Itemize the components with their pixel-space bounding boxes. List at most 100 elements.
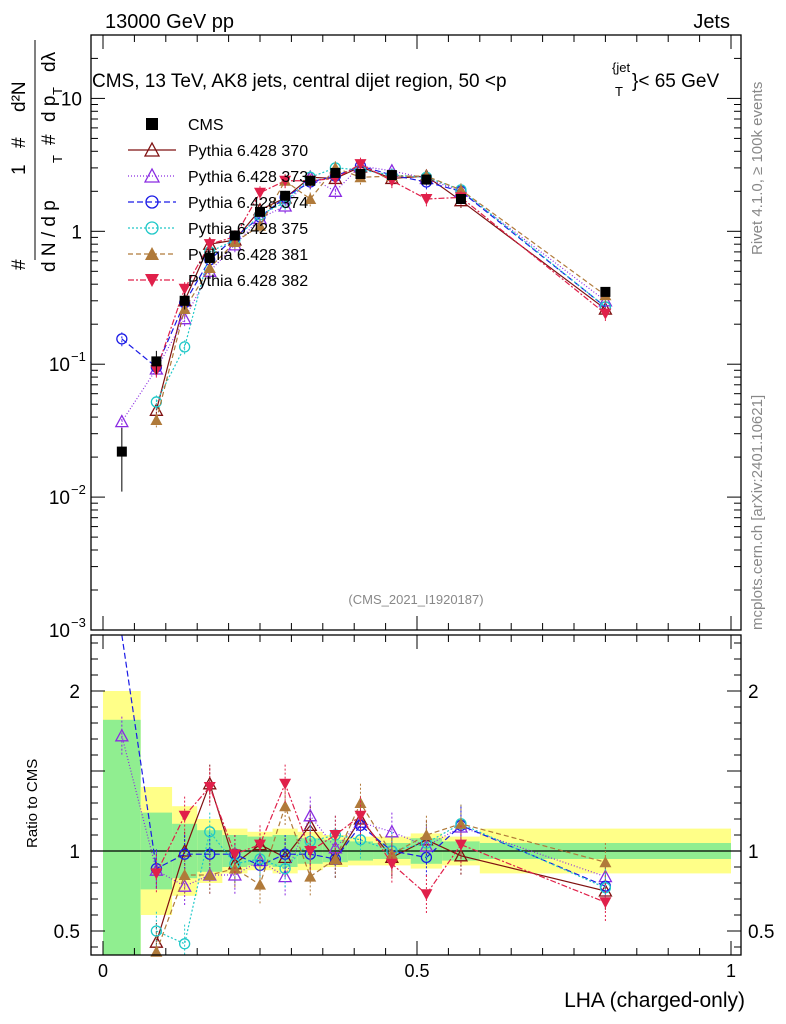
ratio-point bbox=[420, 829, 433, 840]
ratio-point bbox=[329, 853, 342, 864]
ratio-point bbox=[178, 810, 191, 822]
series-point bbox=[278, 198, 293, 212]
legend-label: Pythia 6.428 382 bbox=[188, 273, 308, 290]
main-frame bbox=[90, 34, 742, 631]
legend-marker bbox=[143, 167, 161, 183]
data-point bbox=[305, 175, 316, 186]
legend-label: Pythia 6.428 381 bbox=[188, 247, 308, 264]
ratio-point bbox=[150, 868, 163, 880]
y-tick-label: 10 bbox=[49, 621, 70, 642]
plot-title: CMS, 13 TeV, AK8 jets, central dijet reg… bbox=[92, 60, 719, 99]
rivet-label: Rivet 4.1.0, ≥ 100k events bbox=[749, 82, 766, 255]
y-label-frac1-den: d N / d p bbox=[39, 200, 60, 272]
legend-marker bbox=[145, 274, 159, 287]
data-point bbox=[255, 206, 265, 217]
y-tick-exp: −3 bbox=[71, 615, 86, 630]
y-label-hash-2: # bbox=[9, 137, 30, 148]
ratio-point bbox=[454, 817, 467, 829]
category-label: Jets bbox=[693, 11, 730, 33]
series-point bbox=[203, 239, 216, 251]
data-point bbox=[330, 167, 341, 178]
ratio-line bbox=[156, 823, 606, 945]
series-5 bbox=[150, 157, 612, 922]
data-point bbox=[116, 446, 127, 457]
legend-marker bbox=[146, 118, 158, 130]
ratio-line bbox=[121, 634, 606, 887]
series-point bbox=[328, 183, 343, 197]
mcplots-label: mcplots.cern.ch [arXiv:2401.10621] bbox=[749, 395, 766, 630]
data-series bbox=[116, 167, 611, 492]
legend-entry: Pythia 6.428 375 bbox=[128, 221, 308, 238]
data-point bbox=[355, 168, 366, 179]
y-tick-exp: −2 bbox=[71, 482, 86, 497]
ratio-point bbox=[178, 938, 191, 950]
ratio-point bbox=[279, 800, 292, 812]
ratio-point bbox=[279, 862, 291, 875]
data-point bbox=[229, 230, 240, 241]
band-inner bbox=[103, 719, 141, 955]
y-axis-label: # 1 d N / d p T # d²N # d p T dλ bbox=[9, 40, 65, 272]
ratio-point bbox=[385, 858, 398, 870]
series-point bbox=[116, 333, 128, 345]
ratio-tick-label-right: 0.5 bbox=[748, 922, 774, 943]
ratio-point bbox=[599, 897, 612, 909]
series-point bbox=[203, 261, 216, 273]
ratio-point bbox=[178, 848, 191, 860]
ratio-tick-label-right: 1 bbox=[748, 842, 759, 863]
ratio-point bbox=[228, 849, 241, 861]
ratio-point bbox=[420, 889, 433, 901]
ratio-point bbox=[178, 869, 191, 880]
y-label-frac2-den-sub: T bbox=[50, 87, 65, 95]
ratio-tick-label-left: 2 bbox=[69, 682, 80, 703]
ratio-line bbox=[121, 735, 606, 887]
y-tick-label: 1 bbox=[71, 222, 82, 243]
ratio-point bbox=[454, 839, 467, 851]
series-point bbox=[254, 219, 266, 231]
legend-entry: CMS bbox=[146, 117, 224, 134]
ratio-point bbox=[354, 810, 367, 822]
ratio-tick-label-right: 2 bbox=[748, 682, 759, 703]
y-tick-label: 10 bbox=[61, 89, 82, 110]
ratio-point bbox=[114, 728, 129, 742]
x-tick-label: 0 bbox=[98, 961, 108, 981]
data-point bbox=[204, 252, 215, 263]
axes-frames bbox=[90, 34, 742, 956]
y-tick-exp: −1 bbox=[71, 349, 86, 364]
series-1 bbox=[114, 158, 613, 906]
ratio-tick-label-left: 0.5 bbox=[54, 922, 80, 943]
legend-marker bbox=[145, 247, 159, 260]
x-axis-label: LHA (charged-only) bbox=[564, 989, 745, 1012]
ratio-point bbox=[304, 846, 317, 857]
data-point bbox=[600, 286, 611, 297]
series-point bbox=[420, 194, 433, 206]
ratio-point bbox=[203, 782, 216, 793]
y-label-frac2-num: d²N bbox=[9, 81, 30, 112]
ratio-point bbox=[150, 945, 163, 957]
legend-entry: Pythia 6.428 381 bbox=[128, 247, 308, 264]
x-tick-label: 1 bbox=[726, 961, 736, 981]
series-point bbox=[178, 341, 191, 353]
title-tail: }< 65 GeV bbox=[632, 71, 719, 92]
series-point bbox=[150, 414, 163, 426]
legend-entry: Pythia 6.428 382 bbox=[128, 273, 308, 290]
ratio-point bbox=[204, 826, 216, 838]
legend-marker bbox=[145, 221, 159, 235]
energy-label: 13000 GeV pp bbox=[105, 11, 234, 33]
data-point bbox=[421, 174, 432, 185]
ratio-point bbox=[329, 830, 342, 841]
series-point bbox=[354, 159, 367, 171]
ratio-frame bbox=[90, 634, 742, 956]
legend-marker bbox=[145, 195, 159, 209]
y-label-frac1-den-sub: T bbox=[50, 155, 65, 163]
y-label-frac2-den-tail: dλ bbox=[39, 51, 60, 72]
ratio-point bbox=[354, 834, 367, 846]
series-point bbox=[178, 283, 191, 295]
legend-label: Pythia 6.428 375 bbox=[188, 221, 308, 238]
series-point bbox=[304, 193, 317, 205]
legend-label: Pythia 6.428 374 bbox=[188, 195, 308, 212]
ratio-y-label: Ratio to CMS bbox=[24, 759, 41, 848]
y-label-frac2-den: d p bbox=[39, 96, 60, 122]
legend-label: Pythia 6.428 373 bbox=[188, 169, 308, 186]
